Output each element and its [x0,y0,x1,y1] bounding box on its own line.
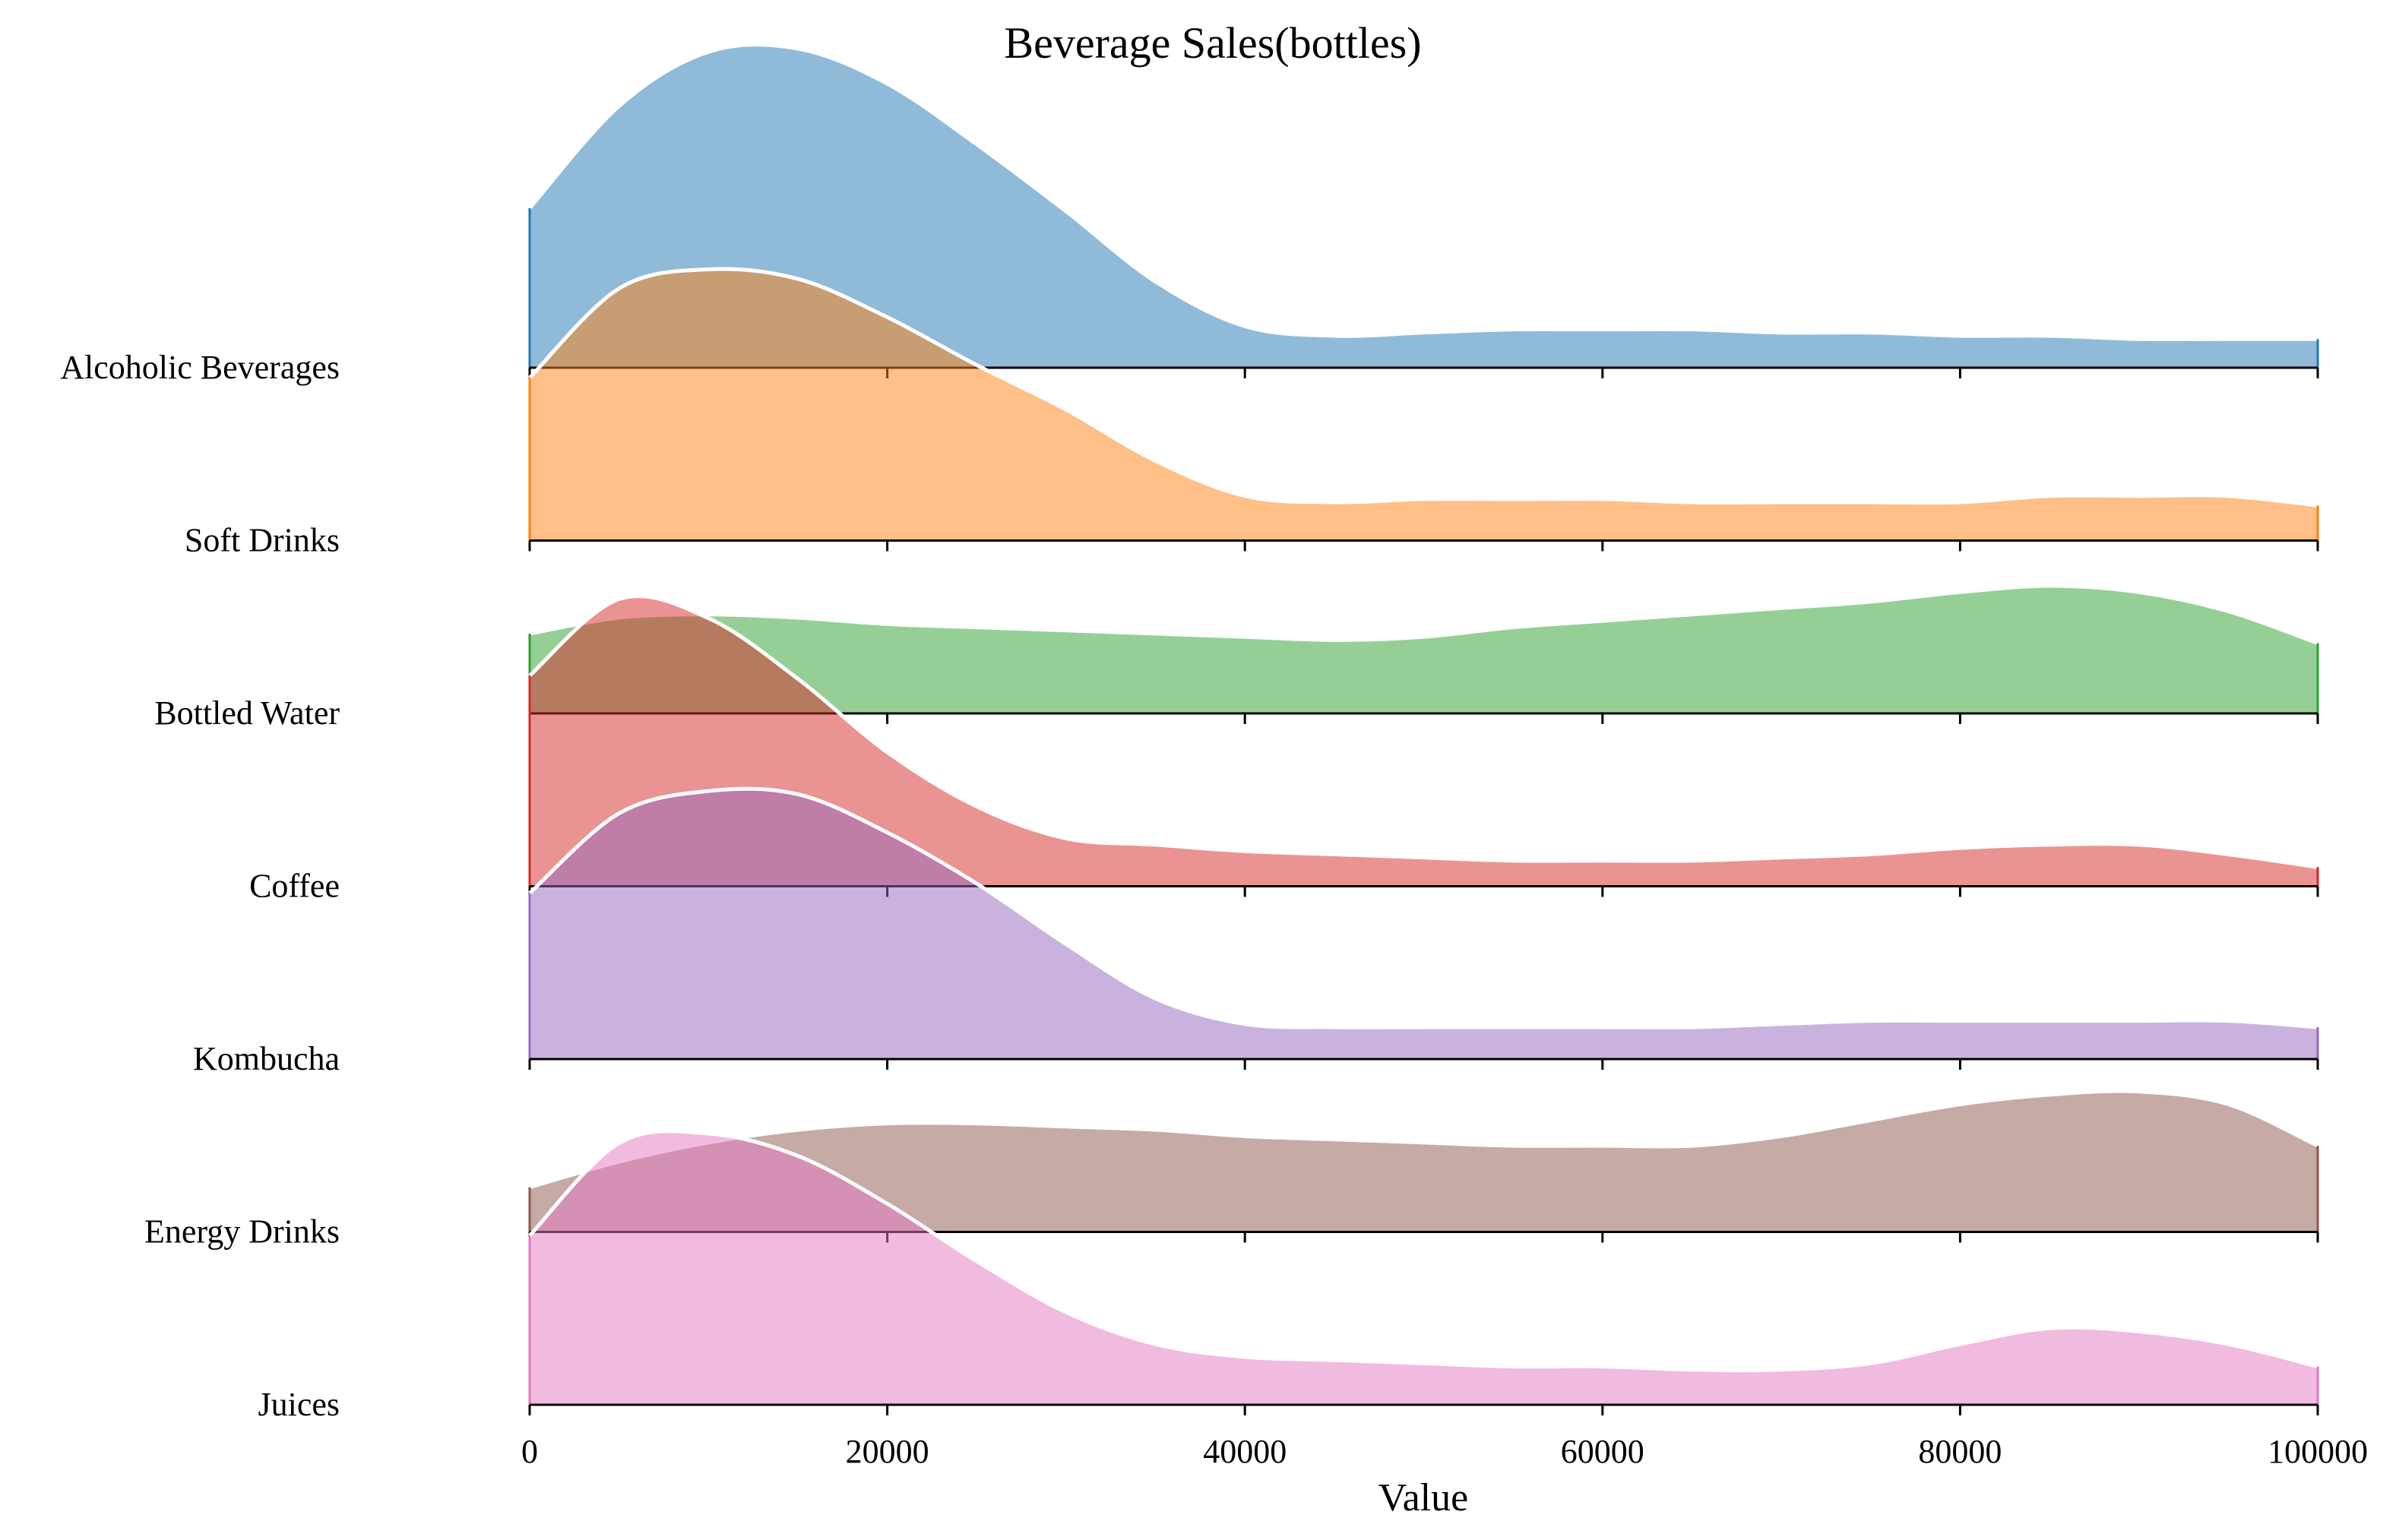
ridge-outline-juices [528,1129,2318,1373]
ridge-outline-coffee [528,594,2318,869]
ridge-area-kombucha [530,789,2318,1059]
ridge-outline-soft-drinks [528,267,2318,508]
category-label-kombucha: Kombucha [193,1040,340,1077]
ridge-area-energy-drinks [530,1091,2318,1232]
ridge-outline-alcoholic-beverages [528,43,2318,342]
ridge-outline-energy-drinks [529,1089,2319,1190]
x-tick-label-1: 20000 [846,1433,929,1470]
ridge-area-alcoholic-beverages [530,44,2318,368]
x-tick-label-3: 60000 [1561,1433,1644,1470]
category-label-soft-drinks: Soft Drinks [185,522,340,559]
x-tick-label-4: 80000 [1918,1433,2002,1470]
chart-title: Beverage Sales(bottles) [1004,18,1421,68]
x-axis-label: Value [1378,1476,1468,1519]
category-label-coffee: Coffee [249,868,340,905]
x-tick-label-5: 100000 [2268,1433,2368,1470]
ridge-area-juices [530,1130,2318,1405]
ridge-area-soft-drinks [530,268,2318,541]
x-tick-label-2: 40000 [1203,1433,1287,1470]
ridge-bottled-water: Bottled Water [154,583,2319,732]
ridge-kombucha: Kombucha [193,786,2319,1077]
category-label-bottled-water: Bottled Water [154,694,340,732]
x-axis-ticks: 0 20000 40000 60000 80000 100000 [521,1433,2368,1470]
category-label-juices: Juices [258,1386,340,1423]
x-tick-label-0: 0 [521,1433,538,1470]
ridge-outline-bottled-water [529,583,2318,645]
category-label-alcoholic-beverages: Alcoholic Beverages [60,349,340,386]
ridges-group: Alcoholic Beverages Soft Drinks Bottled Wa… [60,43,2319,1423]
ridge-area-bottled-water [530,586,2318,713]
ridge-energy-drinks: Energy Drinks [144,1089,2319,1251]
ridge-juices: Juices [258,1129,2319,1423]
ridge-area-coffee [530,596,2318,887]
ridge-soft-drinks: Soft Drinks [185,267,2319,559]
category-label-energy-drinks: Energy Drinks [144,1213,340,1251]
ridge-outline-kombucha [528,786,2318,1029]
ridge-alcoholic-beverages: Alcoholic Beverages [60,43,2319,386]
